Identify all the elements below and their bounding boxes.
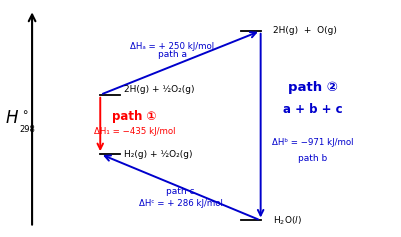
Text: path c: path c [166,187,195,196]
Text: H$_2$O($l$): H$_2$O($l$) [273,214,302,227]
Text: path a: path a [158,50,187,59]
Text: H₂(g) + ½O₂(g): H₂(g) + ½O₂(g) [124,150,193,159]
Text: path b: path b [298,154,327,163]
Text: a + b + c: a + b + c [283,103,342,115]
Text: ΔHᶜ = + 286 kJ/mol: ΔHᶜ = + 286 kJ/mol [138,199,223,208]
Text: 298: 298 [19,125,35,134]
Text: path ①: path ① [112,110,156,123]
Text: $\it{H}^\circ$: $\it{H}^\circ$ [5,110,28,127]
Text: ΔH₁ = −435 kJ/mol: ΔH₁ = −435 kJ/mol [93,127,175,136]
Text: ΔHₐ = + 250 kJ/mol: ΔHₐ = + 250 kJ/mol [130,42,215,51]
Text: 2H(g) + ½O₂(g): 2H(g) + ½O₂(g) [124,85,195,94]
Text: 2H(g)  +  O(g): 2H(g) + O(g) [273,26,336,35]
Text: path ②: path ② [288,81,338,94]
Text: ΔHᵇ = −971 kJ/mol: ΔHᵇ = −971 kJ/mol [272,138,354,147]
